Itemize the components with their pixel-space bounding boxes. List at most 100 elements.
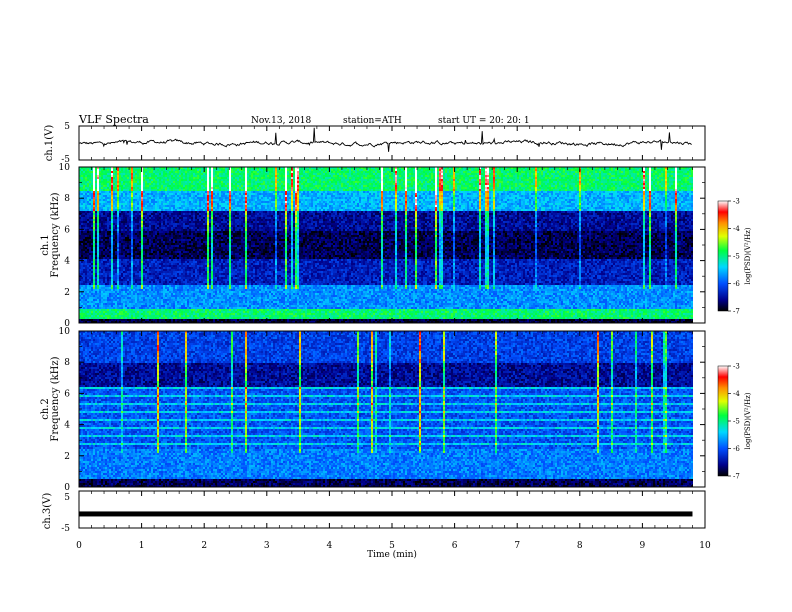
spectrogram-cell xyxy=(657,179,659,181)
spectrogram-cell xyxy=(213,183,215,185)
spectrogram-cell xyxy=(95,183,97,185)
spectrogram-cell xyxy=(535,177,537,179)
spectrogram-cell xyxy=(151,175,153,177)
spectrogram-cell xyxy=(317,175,319,177)
spectrogram-cell xyxy=(687,173,689,175)
spectrogram-cell xyxy=(143,183,145,185)
spectrogram-cell xyxy=(223,181,225,183)
spectrogram-cell xyxy=(535,181,537,183)
spectrogram-cell xyxy=(119,179,121,181)
spectrogram-cell xyxy=(251,169,253,171)
spectrogram-cell xyxy=(275,181,277,183)
spectrogram-cell xyxy=(575,171,577,173)
spectrogram-cell xyxy=(491,183,493,185)
spectrogram-cell xyxy=(591,175,593,177)
spectrogram-cell xyxy=(127,183,129,185)
spectrogram-cell xyxy=(325,173,327,175)
spectrogram-cell xyxy=(597,171,599,173)
spectrogram-cell xyxy=(125,169,127,171)
spectrogram-cell xyxy=(437,181,439,183)
spectrogram-cell xyxy=(243,169,245,171)
spectrogram-cell xyxy=(513,173,515,175)
spectrogram-cell xyxy=(91,173,93,175)
spectrogram-cell xyxy=(229,183,231,185)
spectrogram-cell xyxy=(145,175,147,177)
spectrogram-cell xyxy=(523,175,525,177)
spectrogram-cell xyxy=(85,179,87,181)
spectrogram-cell xyxy=(171,183,173,185)
spectrogram-cell xyxy=(485,181,487,183)
spectrogram-cell xyxy=(565,173,567,175)
spectrogram-cell xyxy=(611,181,613,183)
spectrogram-cell xyxy=(555,177,557,179)
spectrogram-cell xyxy=(387,179,389,181)
spectrogram-cell xyxy=(507,177,509,179)
spectrogram-cell xyxy=(675,171,677,173)
spectrogram-cell xyxy=(227,177,229,179)
spectrogram-cell xyxy=(271,173,273,175)
spectrogram-cell xyxy=(689,177,691,179)
spectrogram-cell xyxy=(507,171,509,173)
spectrogram-cell xyxy=(165,181,167,183)
spectrogram-cell xyxy=(411,175,413,177)
spectrogram-cell xyxy=(535,183,537,185)
spectrogram-cell xyxy=(425,177,427,179)
spectrogram-cell xyxy=(321,171,323,173)
spectrogram-cell xyxy=(147,173,149,175)
spectrogram-cell xyxy=(103,177,105,179)
spectrogram-cell xyxy=(117,175,119,177)
spectrogram-cell xyxy=(667,175,669,177)
spectrogram-cell xyxy=(141,173,143,175)
spectrogram-cell xyxy=(531,173,533,175)
spectrogram-cell xyxy=(627,181,629,183)
spectrogram-cell xyxy=(641,181,643,183)
spectrogram-cell xyxy=(655,181,657,183)
spectrogram-cell xyxy=(131,173,133,175)
spectrogram-cell xyxy=(139,171,141,173)
spectrogram-cell xyxy=(527,173,529,175)
spectrogram-cell xyxy=(611,171,613,173)
spectrogram-cell xyxy=(451,169,453,171)
spectrogram-cell xyxy=(405,175,407,177)
spectrogram-cell xyxy=(363,171,365,173)
spectrogram-cell xyxy=(115,173,117,175)
spectrogram-cell xyxy=(561,169,563,171)
spectrogram-cell xyxy=(663,183,665,185)
spectrogram-cell xyxy=(291,173,293,175)
spectrogram-cell xyxy=(159,169,161,171)
spectrogram-cell xyxy=(203,173,205,175)
spectrogram-cell xyxy=(443,171,445,173)
spectrogram-cell xyxy=(627,173,629,175)
spectrogram-cell xyxy=(645,181,647,183)
spectrogram-cell xyxy=(427,171,429,173)
spectrogram-cell xyxy=(369,173,371,175)
spectrogram-cell xyxy=(361,169,363,171)
spectrogram-cell xyxy=(337,175,339,177)
spectrogram-cell xyxy=(99,171,101,173)
spectrogram-cell xyxy=(403,179,405,181)
spectrogram-cell xyxy=(645,175,647,177)
spectrogram-cell xyxy=(339,173,341,175)
spectrogram-cell xyxy=(553,179,555,181)
spectrogram-cell xyxy=(207,169,209,171)
spectrogram-cell xyxy=(425,171,427,173)
spectrogram-cell xyxy=(269,173,271,175)
spectrogram-cell xyxy=(539,171,541,173)
spectrogram-cell xyxy=(447,175,449,177)
spectrogram-cell xyxy=(447,177,449,179)
spectrogram-cell xyxy=(111,181,113,183)
spectrogram-cell xyxy=(443,181,445,183)
spectrogram-cell xyxy=(411,169,413,171)
spectrogram-cell xyxy=(329,177,331,179)
spectrogram-cell xyxy=(103,173,105,175)
spectrogram-cell xyxy=(255,183,257,185)
spectrogram-cell xyxy=(401,175,403,177)
spectrogram-cell xyxy=(211,169,213,171)
spectrogram-cell xyxy=(359,175,361,177)
spectrogram-cell xyxy=(397,173,399,175)
spectrogram-cell xyxy=(533,175,535,177)
spectrogram-cell xyxy=(633,179,635,181)
spectrogram-cell xyxy=(499,171,501,173)
spectrogram-cell xyxy=(333,177,335,179)
